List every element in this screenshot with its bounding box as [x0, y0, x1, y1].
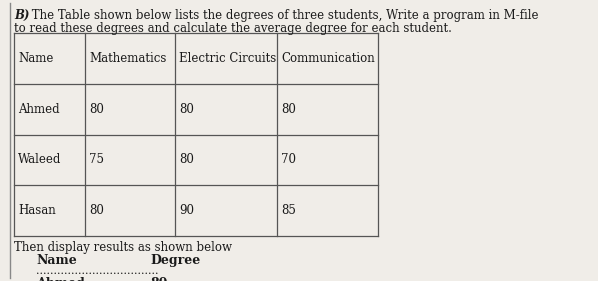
Text: 80: 80	[89, 204, 104, 217]
Text: B): B)	[14, 9, 29, 22]
Text: 75: 75	[89, 153, 104, 166]
Text: Communication: Communication	[281, 52, 375, 65]
Text: Name: Name	[18, 52, 53, 65]
Text: 70: 70	[281, 153, 296, 166]
Text: Then display results as shown below: Then display results as shown below	[14, 241, 232, 254]
Text: 80: 80	[179, 103, 194, 115]
Text: 80: 80	[281, 103, 296, 115]
Text: 80: 80	[150, 277, 167, 281]
Text: Name: Name	[36, 254, 77, 267]
Text: Waleed: Waleed	[18, 153, 62, 166]
Text: to read these degrees and calculate the average degree for each student.: to read these degrees and calculate the …	[14, 22, 452, 35]
Text: Degree: Degree	[150, 254, 200, 267]
Text: Ahmed: Ahmed	[18, 103, 60, 115]
Text: Ahmed: Ahmed	[36, 277, 85, 281]
Text: 80: 80	[179, 153, 194, 166]
Text: 90: 90	[179, 204, 194, 217]
Text: Hasan: Hasan	[18, 204, 56, 217]
Text: 80: 80	[89, 103, 104, 115]
Text: Electric Circuits: Electric Circuits	[179, 52, 276, 65]
Text: 85: 85	[281, 204, 296, 217]
Text: The Table shown below lists the degrees of three students, Write a program in M-: The Table shown below lists the degrees …	[28, 9, 539, 22]
Text: Mathematics: Mathematics	[89, 52, 166, 65]
Text: ...................................: ...................................	[36, 266, 158, 276]
